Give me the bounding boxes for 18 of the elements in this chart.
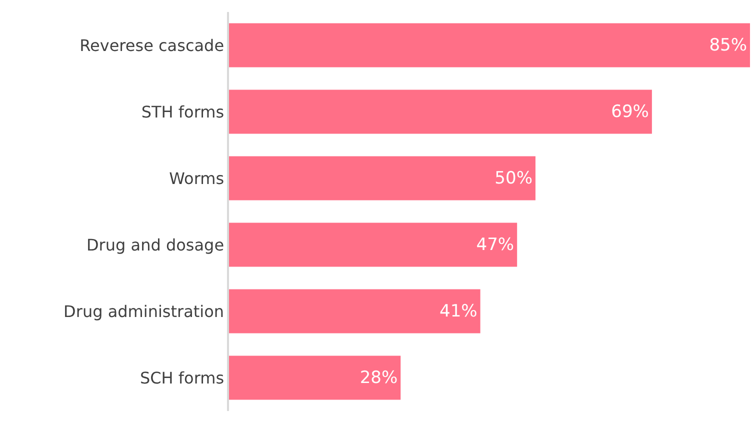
- bar: [229, 23, 750, 68]
- y-tick-label: STH forms: [141, 102, 224, 122]
- bar: [229, 156, 536, 200]
- data-label: 28%: [360, 368, 398, 388]
- y-tick-label: Drug and dosage: [86, 235, 224, 254]
- bar: [229, 90, 652, 134]
- data-label: 41%: [440, 301, 478, 322]
- data-label: 47%: [476, 234, 514, 255]
- y-tick-label: Worms: [169, 168, 224, 188]
- bar: [229, 356, 401, 400]
- y-tick-label: SCH forms: [140, 368, 224, 388]
- bar: [229, 289, 480, 334]
- y-tick-label: Reverese cascade: [80, 36, 224, 55]
- bar: [229, 222, 518, 267]
- data-label: 69%: [611, 102, 649, 122]
- data-label: 50%: [494, 168, 532, 188]
- y-tick-label: Drug administration: [64, 302, 224, 321]
- data-label: 85%: [709, 35, 747, 56]
